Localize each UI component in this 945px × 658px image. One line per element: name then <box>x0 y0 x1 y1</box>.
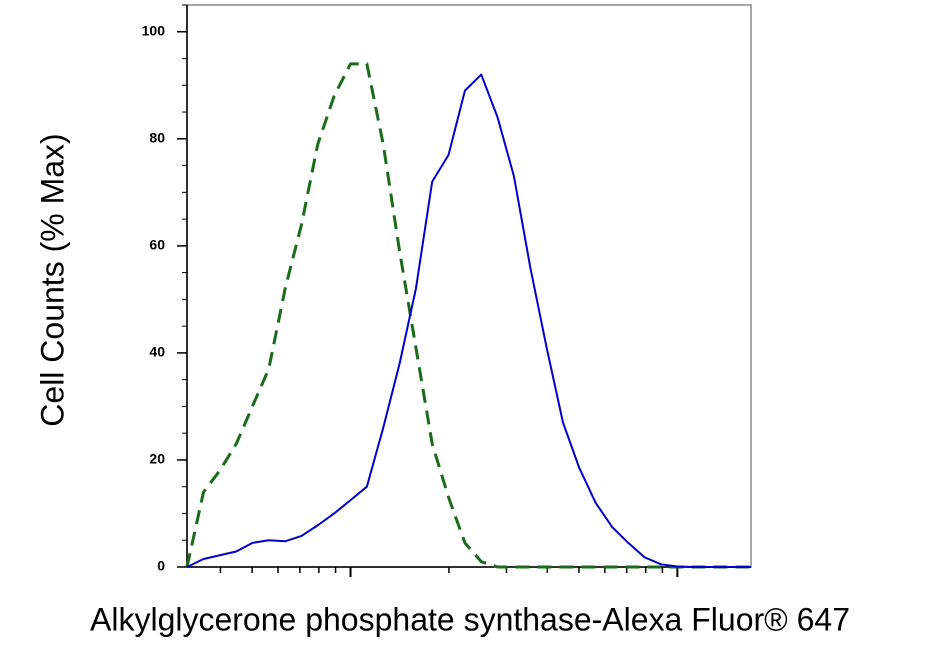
series-line <box>185 62 751 569</box>
y-axis-label: Cell Counts (% Max) <box>34 133 70 426</box>
y-tick-label: 100 <box>142 22 166 38</box>
x-axis-label: Alkylglycerone phosphate synthase-Alexa … <box>90 601 850 637</box>
y-tick-label: 80 <box>149 130 165 146</box>
series-line <box>186 73 751 568</box>
y-tick-label: 60 <box>149 237 165 253</box>
y-tick-label: 40 <box>149 344 165 360</box>
y-tick-label: 0 <box>157 558 165 574</box>
plot-frame <box>186 4 752 568</box>
y-tick-label: 20 <box>149 451 165 467</box>
